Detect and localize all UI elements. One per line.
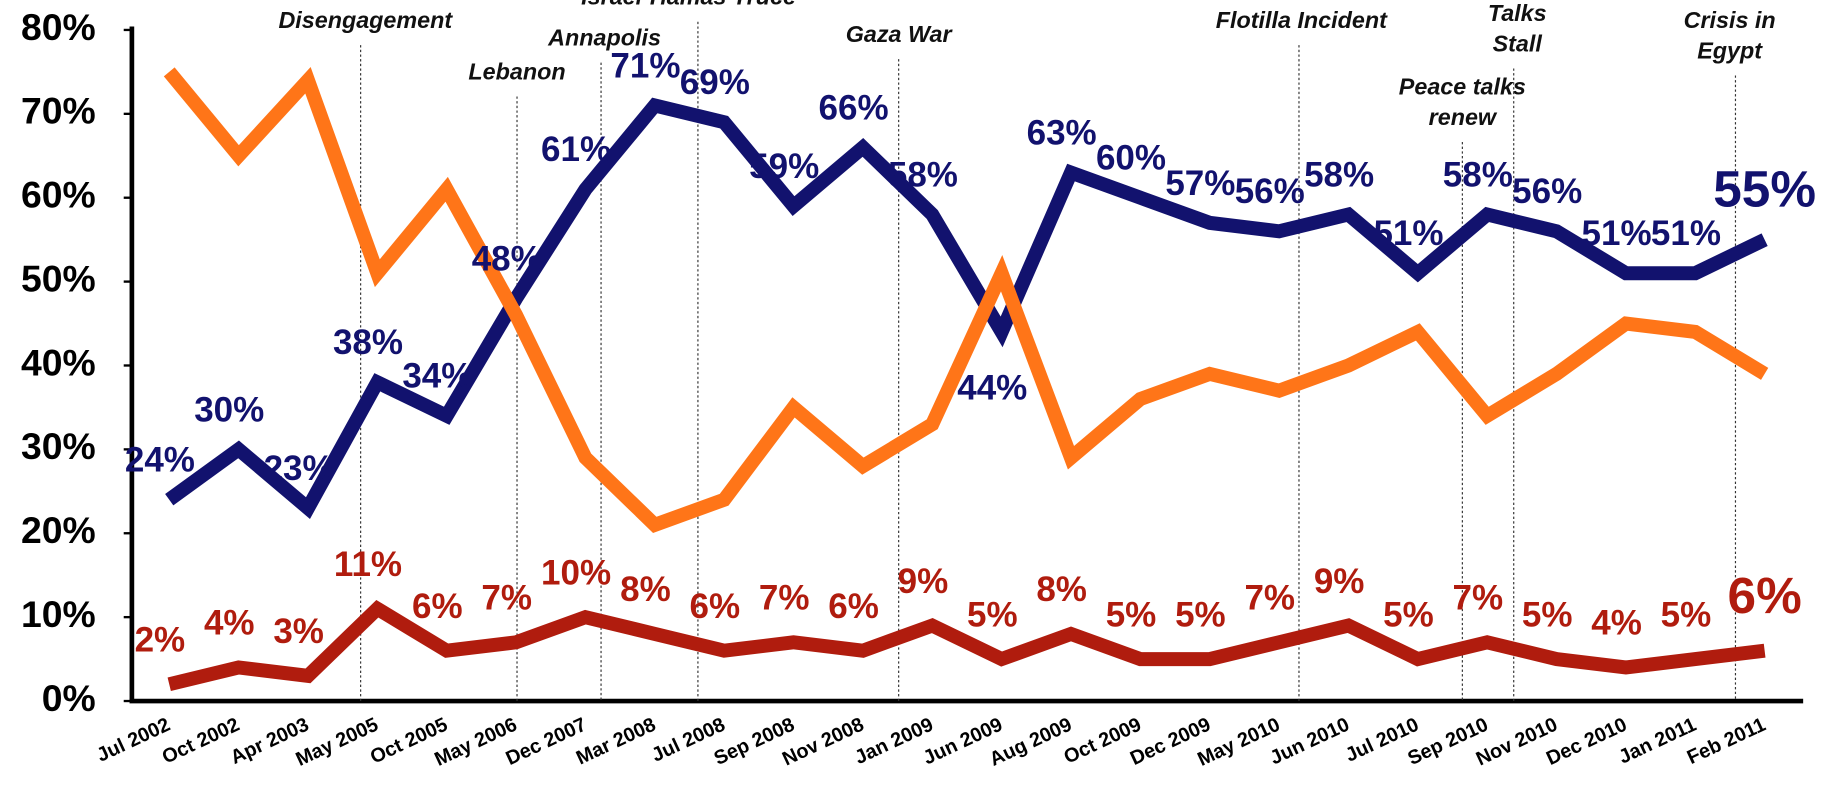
annotation: Crisis in [1684, 7, 1776, 33]
data-label: 5% [1383, 595, 1434, 634]
series-line [163, 67, 1769, 533]
data-label: 60% [1096, 139, 1166, 178]
data-label: 58% [1443, 155, 1513, 194]
data-label: 4% [1591, 604, 1642, 643]
data-label: 34% [402, 357, 472, 396]
data-label: 10% [541, 553, 611, 592]
data-label: 38% [333, 323, 403, 362]
y-tick-label: 0% [42, 677, 96, 719]
y-tick-label: 10% [21, 593, 96, 635]
data-label: 7% [1244, 579, 1295, 618]
y-tick-label: 30% [21, 425, 96, 467]
data-label: 6% [412, 587, 463, 626]
x-tick-label: Jul 2002 [93, 714, 173, 767]
x-tick-label: Mar 2008 [573, 714, 659, 770]
series-line [167, 599, 1766, 692]
data-label: 6% [828, 587, 879, 626]
data-label: 24% [125, 441, 195, 480]
data-label: 59% [749, 147, 819, 186]
data-label: 51% [1582, 214, 1652, 253]
y-tick-label: 20% [21, 509, 96, 551]
x-tick-label: Dec 2010 [1543, 714, 1630, 770]
annotation: Egypt [1697, 37, 1763, 63]
y-tick-label: 50% [21, 257, 96, 299]
data-label: 2% [135, 620, 186, 659]
data-label: 4% [204, 604, 255, 643]
x-tick-label: Feb 2011 [1684, 714, 1769, 769]
data-label: 71% [610, 46, 680, 85]
x-tick-label: Oct 2002 [159, 714, 243, 769]
data-label: 66% [819, 88, 889, 127]
data-label: 11% [334, 545, 402, 584]
data-label: 5% [1106, 595, 1157, 634]
y-tick-label: 60% [21, 174, 96, 216]
data-label: 5% [967, 595, 1018, 634]
data-label: 48% [472, 239, 542, 278]
data-label: 58% [1304, 155, 1374, 194]
data-label: 57% [1165, 164, 1235, 203]
data-label: 30% [194, 390, 264, 429]
data-label: 5% [1175, 595, 1226, 634]
data-label: 56% [1235, 172, 1305, 211]
annotation: Annapolis [547, 24, 661, 50]
y-tick-label: 70% [21, 90, 96, 132]
data-label: 69% [680, 63, 750, 102]
data-label: 5% [1661, 595, 1712, 634]
data-label: 3% [273, 612, 324, 651]
x-tick-label: Dec 2007 [503, 714, 590, 770]
data-label: 9% [1314, 562, 1365, 601]
annotation: renew [1429, 104, 1498, 130]
x-tick-label: Jan 2011 [1615, 714, 1699, 769]
annotation: Disengagement [278, 7, 453, 33]
data-label: 7% [759, 579, 810, 618]
data-label: 7% [1453, 579, 1504, 618]
data-label: 55% [1713, 161, 1816, 218]
data-label: 6% [1728, 567, 1802, 624]
data-label: 51% [1651, 214, 1721, 253]
y-tick-label: 40% [21, 341, 96, 383]
data-label: 23% [264, 449, 334, 488]
data-label: 56% [1512, 172, 1582, 211]
data-label: 58% [888, 155, 958, 194]
data-label: 8% [620, 570, 671, 609]
annotation: Stall [1493, 30, 1543, 56]
data-label: 51% [1373, 214, 1443, 253]
data-label: 44% [957, 369, 1027, 408]
data-label: 9% [898, 562, 949, 601]
data-label: 7% [481, 579, 532, 618]
data-label: 6% [690, 587, 741, 626]
annotation: Talks [1488, 0, 1547, 26]
annotation: Peace talks [1399, 73, 1526, 99]
annotation: Lebanon [468, 58, 565, 84]
x-tick-label: Jun 2010 [1267, 714, 1353, 770]
y-tick-label: 80% [21, 6, 96, 48]
data-label: 5% [1522, 595, 1573, 634]
annotation: Israel-Hamas Truce [581, 0, 796, 10]
data-label: 61% [541, 130, 611, 169]
data-label: 63% [1027, 113, 1097, 152]
data-label: 8% [1036, 570, 1087, 609]
annotation: Gaza War [846, 21, 954, 47]
annotation: Flotilla Incident [1216, 7, 1388, 33]
series-line [165, 97, 1768, 519]
